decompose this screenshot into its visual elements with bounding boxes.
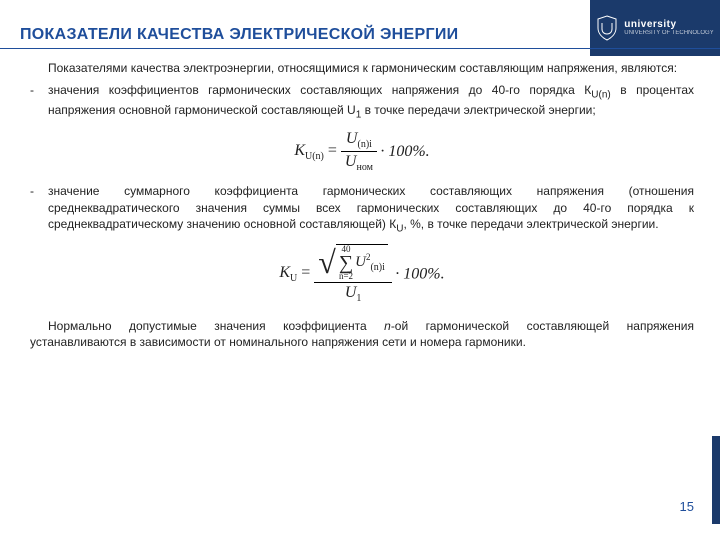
formula2-U-sup: 2 <box>366 252 371 262</box>
formula1-num-sub: (n)i <box>357 139 371 150</box>
bullet-list-2: значение суммарного коэффициента гармони… <box>30 183 694 235</box>
bullet1-post: в точке передачи электрической энергии; <box>361 103 595 117</box>
fraction-bar <box>341 151 377 152</box>
formula2-U-sub: (n)i <box>370 262 384 273</box>
logo-text: university UNIVERSITY OF TECHNOLOGY <box>624 20 713 37</box>
formula1-den: Uном <box>341 153 377 173</box>
formula1-num-U: U <box>346 130 358 147</box>
logo-text-main: university <box>624 20 713 31</box>
formula-2: КU = √ 40 ∑ n=2 U2(n)i <box>30 244 694 304</box>
equals-icon: = <box>301 264 314 281</box>
formula2-den-U: U <box>345 284 357 301</box>
logo-text-sub: UNIVERSITY OF TECHNOLOGY <box>624 30 713 36</box>
formula2-lhs-sub: U <box>290 273 297 284</box>
formula2-num: √ 40 ∑ n=2 U2(n)i <box>314 244 392 281</box>
content-area: Показателями качества электроэнергии, от… <box>30 60 694 514</box>
outro-italic-n: n <box>384 319 391 333</box>
sqrt-icon: √ 40 ∑ n=2 U2(n)i <box>318 244 388 281</box>
radicand: 40 ∑ n=2 U2(n)i <box>336 244 388 281</box>
intro-paragraph: Показателями качества электроэнергии, от… <box>30 60 694 76</box>
bullet2-post: , %, в точке передачи электрической энер… <box>403 217 658 231</box>
shield-icon <box>596 15 618 41</box>
formula2-K: К <box>279 264 290 281</box>
formula2-fraction: √ 40 ∑ n=2 U2(n)i U1 <box>314 244 392 304</box>
page-title: ПОКАЗАТЕЛИ КАЧЕСТВА ЭЛЕКТРИЧЕСКОЙ ЭНЕРГИ… <box>20 26 458 44</box>
equals-icon: = <box>328 142 341 159</box>
outro-paragraph: Нормально допустимые значения коэффициен… <box>30 318 694 350</box>
formula1-lhs: КU(n) = <box>294 142 341 159</box>
bullet-list: значения коэффициентов гармонических сос… <box>30 82 694 122</box>
formula2-U: U <box>355 254 366 270</box>
bullet1-sub1: U(n) <box>591 90 610 101</box>
sum-bot: n=2 <box>339 272 353 281</box>
formula1-lhs-sub: U(n) <box>305 151 324 162</box>
list-item: значения коэффициентов гармонических сос… <box>30 82 694 122</box>
formula2-den-sub: 1 <box>356 293 361 304</box>
radical-icon: √ <box>318 246 336 283</box>
logo: university UNIVERSITY OF TECHNOLOGY <box>596 15 713 41</box>
formula2-tail: · 100%. <box>395 265 444 282</box>
formula-1: КU(n) = U(n)i Uном · 100%. <box>30 130 694 173</box>
outro-pre: Нормально допустимые значения коэффициен… <box>48 319 384 333</box>
formula1-tail: · 100%. <box>380 143 429 160</box>
footer-accent-bar <box>712 436 720 524</box>
title-underline <box>0 48 720 49</box>
formula1-K: К <box>294 142 305 159</box>
formula2-den: U1 <box>341 284 366 304</box>
formula1-den-sub: ном <box>356 162 373 173</box>
formula2-lhs: КU = <box>279 264 314 281</box>
bullet1-pre: значения коэффициентов гармонических сос… <box>48 83 591 97</box>
formula1-fraction: U(n)i Uном <box>341 130 377 173</box>
formula1-num: U(n)i <box>342 130 376 150</box>
formula1-den-U: U <box>345 153 357 170</box>
list-item: значение суммарного коэффициента гармони… <box>30 183 694 235</box>
sigma-icon: 40 ∑ n=2 <box>339 245 353 281</box>
page-number: 15 <box>680 498 694 516</box>
